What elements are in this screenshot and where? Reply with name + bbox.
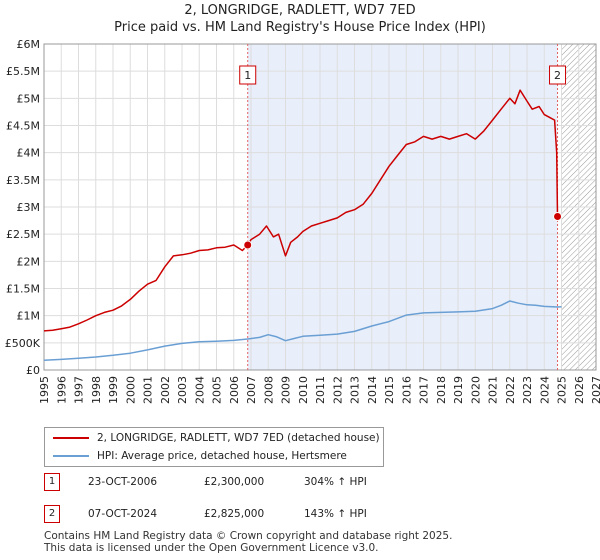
y-tick-label: £0 bbox=[26, 364, 40, 377]
sale-point bbox=[553, 212, 563, 222]
chart-subtitle: Price paid vs. HM Land Registry's House … bbox=[114, 20, 486, 35]
sale-marker-badge bbox=[549, 65, 567, 85]
x-tick-label: 2010 bbox=[297, 376, 310, 404]
y-tick-label: £5.5M bbox=[6, 65, 40, 78]
sale-hpi-change: 304% ↑ HPI bbox=[304, 476, 367, 488]
x-tick-label: 2003 bbox=[176, 376, 189, 404]
sale-marker-badge bbox=[239, 65, 257, 85]
sale-point bbox=[243, 240, 253, 250]
x-tick-label: 2000 bbox=[124, 376, 137, 404]
x-tick-label: 2012 bbox=[331, 376, 344, 404]
x-tick-label: 2020 bbox=[469, 376, 482, 404]
x-tick-label: 2023 bbox=[521, 376, 534, 404]
x-tick-label: 2008 bbox=[262, 376, 275, 404]
x-tick-label: 2018 bbox=[435, 376, 448, 404]
y-tick-label: £1M bbox=[17, 310, 41, 323]
x-tick-label: 2024 bbox=[538, 376, 551, 404]
x-tick-label: 1995 bbox=[38, 376, 51, 404]
sale-marker-label: 2 bbox=[554, 69, 561, 82]
property-price-line bbox=[43, 89, 559, 332]
hpi-line bbox=[43, 300, 562, 361]
sale-hpi-change: 143% ↑ HPI bbox=[304, 508, 367, 520]
x-tick-label: 2027 bbox=[590, 376, 600, 404]
y-tick-label: £3.5M bbox=[6, 174, 40, 187]
x-tick-label: 2006 bbox=[228, 376, 241, 404]
x-tick-label: 2013 bbox=[349, 376, 362, 404]
y-tick-label: £2M bbox=[17, 255, 41, 268]
x-tick-label: 2007 bbox=[245, 376, 258, 404]
x-tick-label: 2025 bbox=[556, 376, 569, 404]
sale-date: 07-OCT-2024 bbox=[88, 508, 157, 520]
legend-label-hpi: HPI: Average price, detached house, Hert… bbox=[97, 450, 347, 462]
x-tick-label: 1999 bbox=[107, 376, 120, 404]
chart-title: 2, LONGRIDGE, RADLETT, WD7 7ED bbox=[184, 3, 416, 18]
legend-swatch-property bbox=[53, 437, 89, 439]
y-tick-label: £1.5M bbox=[6, 283, 40, 296]
y-tick-label: £6M bbox=[17, 38, 41, 51]
x-tick-label: 1996 bbox=[55, 376, 68, 404]
x-tick-label: 2004 bbox=[193, 376, 206, 404]
y-tick-label: £3M bbox=[17, 201, 41, 214]
y-tick-label: £4.5M bbox=[6, 120, 40, 133]
y-tick-label: £2.5M bbox=[6, 228, 40, 241]
legend: 2, LONGRIDGE, RADLETT, WD7 7ED (detached… bbox=[44, 427, 384, 467]
x-tick-label: 2001 bbox=[142, 376, 155, 404]
sale-number-badge: 1 bbox=[44, 473, 60, 491]
x-tick-label: 2017 bbox=[418, 376, 431, 404]
x-tick-label: 2016 bbox=[400, 376, 413, 404]
sale-price: £2,300,000 bbox=[204, 476, 265, 488]
legend-label-property: 2, LONGRIDGE, RADLETT, WD7 7ED (detached… bbox=[97, 432, 380, 444]
x-tick-label: 2019 bbox=[452, 376, 465, 404]
x-tick-label: 2005 bbox=[211, 376, 224, 404]
x-tick-label: 2015 bbox=[383, 376, 396, 404]
x-tick-label: 2002 bbox=[159, 376, 172, 404]
price-chart: £0 £500K £1M £1.5M £2M £2.5M £3M £3.5M £4M £4.5M £… bbox=[5, 38, 600, 404]
y-tick-label: £4M bbox=[17, 147, 41, 160]
x-tick-label: 2011 bbox=[314, 376, 327, 404]
y-tick-label: £5M bbox=[17, 92, 41, 105]
x-tick-label: 1997 bbox=[73, 376, 86, 404]
x-tick-label: 2021 bbox=[487, 376, 500, 404]
plot-frame bbox=[43, 43, 597, 371]
sale-price: £2,825,000 bbox=[204, 508, 265, 520]
sale-marker-label: 1 bbox=[244, 69, 251, 82]
x-tick-label: 1998 bbox=[90, 376, 103, 404]
footer-copyright: Contains HM Land Registry data © Crown c… bbox=[44, 530, 453, 542]
footer-licence: This data is licensed under the Open Gov… bbox=[44, 542, 379, 554]
y-tick-label: £500K bbox=[5, 337, 41, 350]
footer: Contains HM Land Registry data © Crown c… bbox=[44, 530, 452, 554]
x-tick-label: 2026 bbox=[573, 376, 586, 404]
x-tick-label: 2022 bbox=[504, 376, 517, 404]
legend-swatch-hpi bbox=[53, 455, 89, 457]
x-tick-label: 2009 bbox=[280, 376, 293, 404]
x-tick-label: 2014 bbox=[366, 376, 379, 404]
sale-number-badge: 2 bbox=[44, 505, 60, 523]
sale-date: 23-OCT-2006 bbox=[88, 476, 157, 488]
